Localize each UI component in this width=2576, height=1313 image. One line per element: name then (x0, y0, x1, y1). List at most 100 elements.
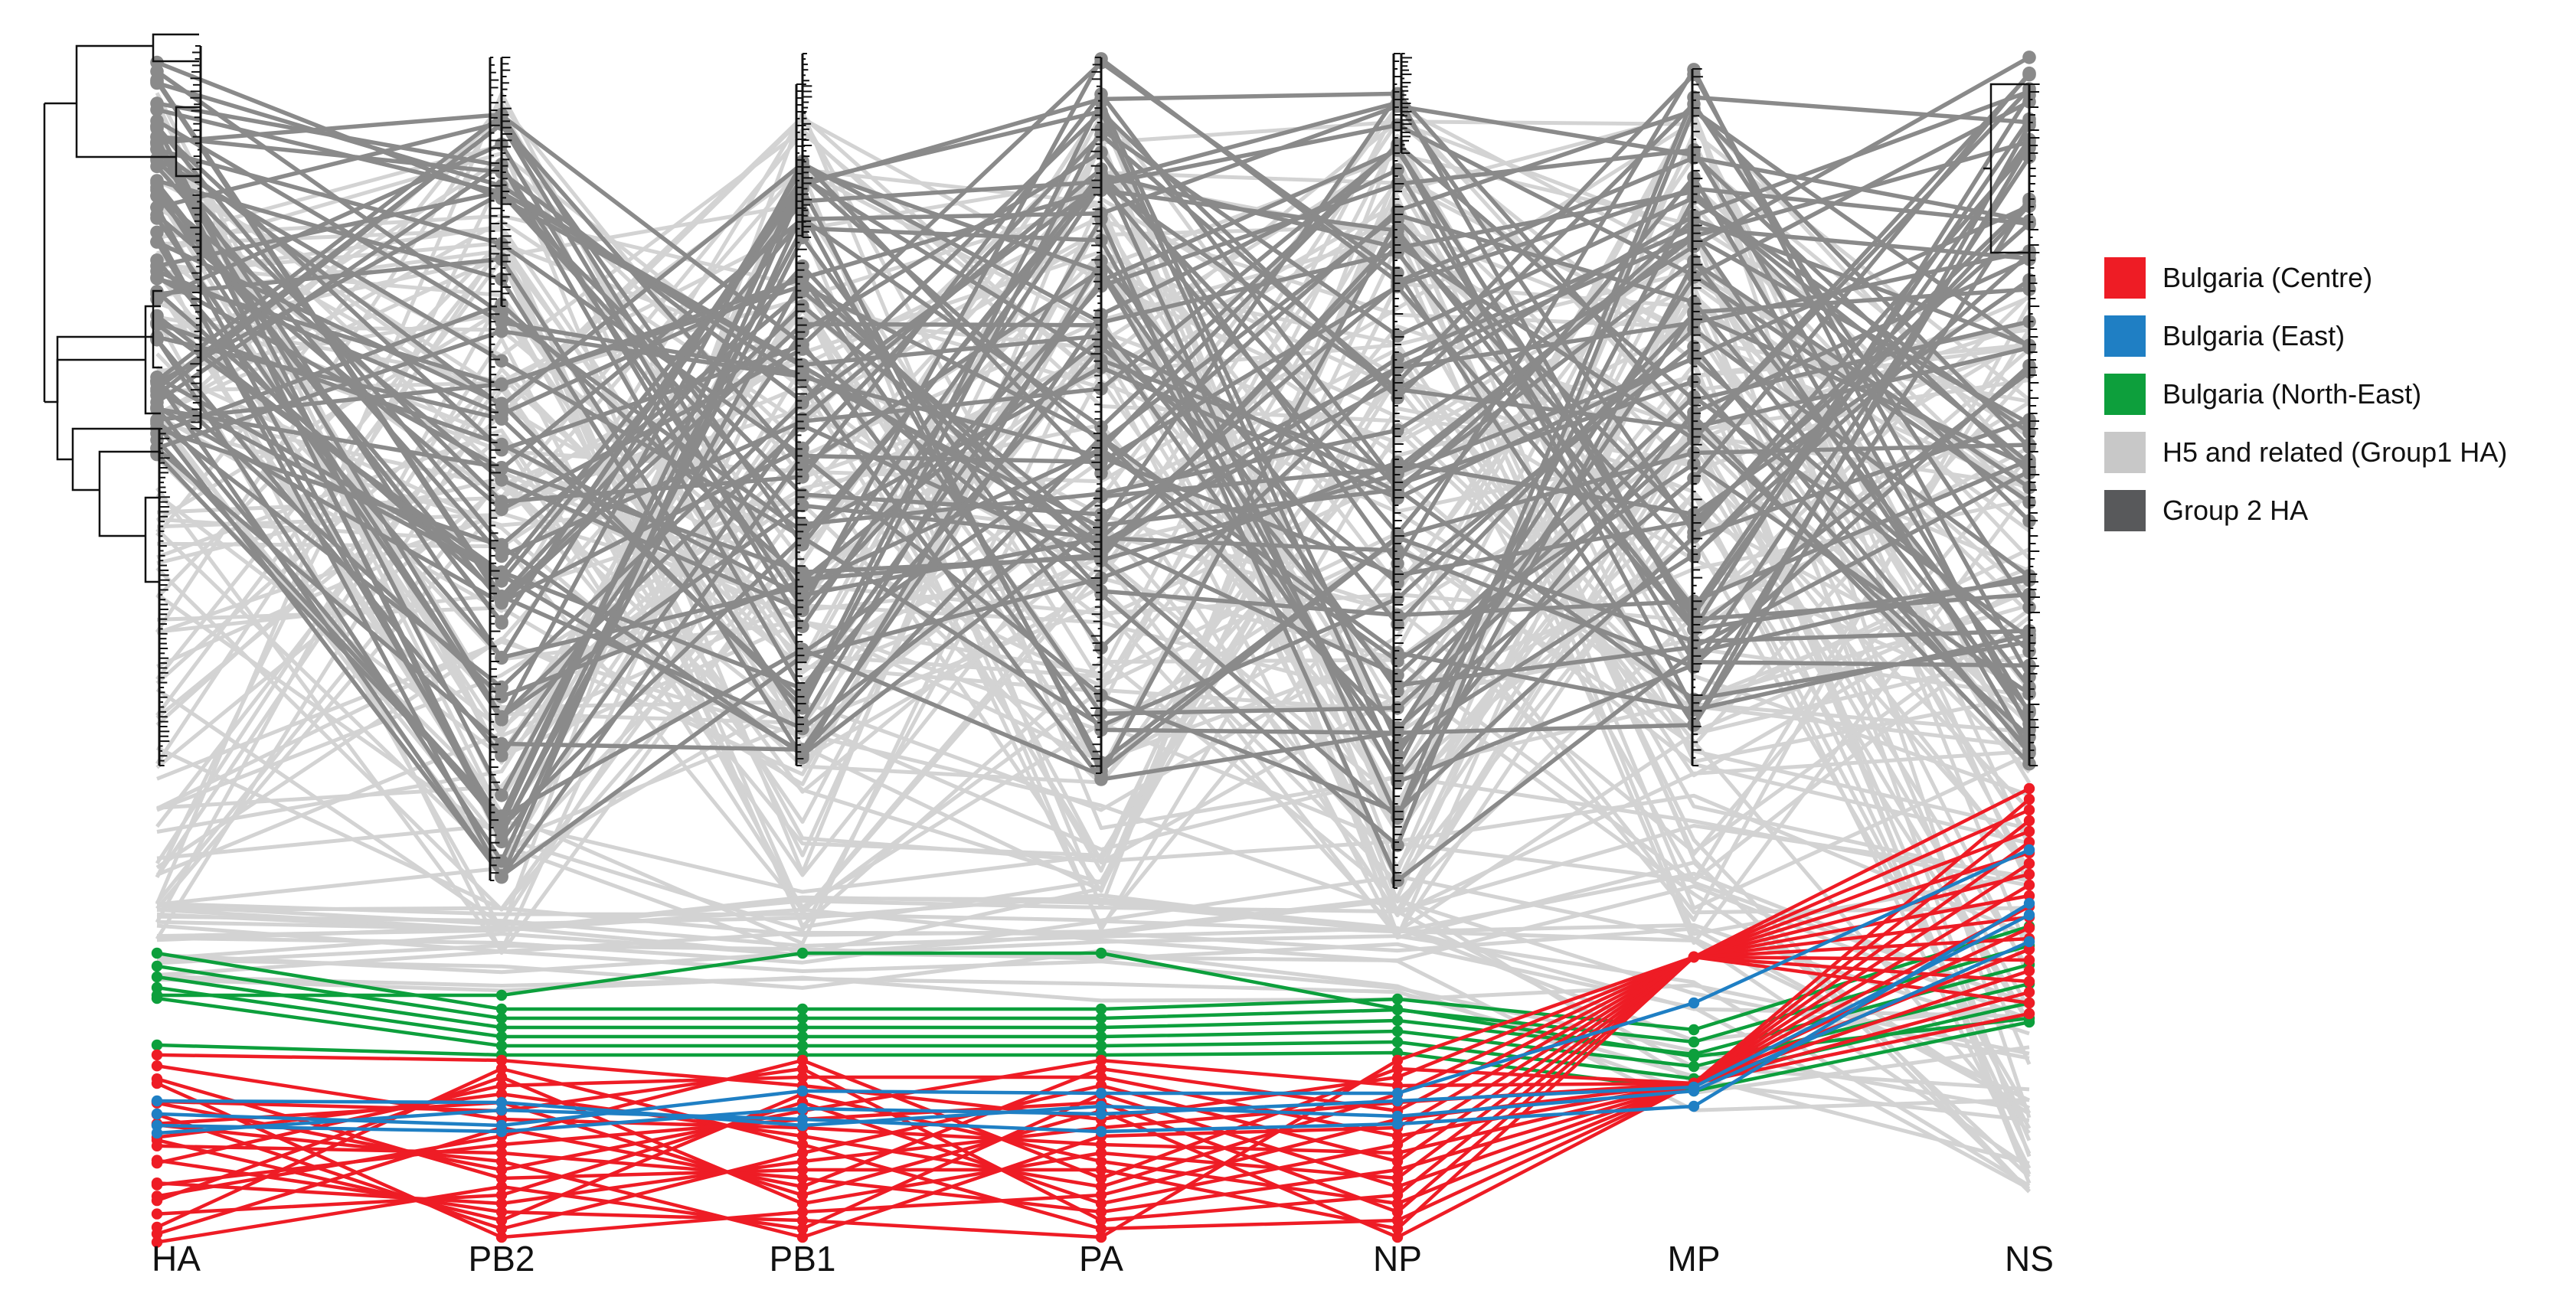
group2-link-node (495, 749, 508, 763)
bulgaria-centre-link-node (1095, 1071, 1107, 1083)
bulgaria-centre-link-node (2023, 804, 2035, 816)
bulgaria-east-link-node (1391, 1087, 1404, 1099)
bulgaria-centre-link-node (2023, 879, 2035, 891)
bulgaria-centre-link-node (495, 1164, 508, 1176)
bulgaria-centre-link-node (151, 1049, 163, 1061)
bulgaria-centre-link-node (796, 1214, 809, 1226)
group2-link-node (1687, 181, 1701, 196)
group2-link-node (796, 619, 809, 634)
group1-link (156, 919, 2030, 1036)
bulgaria-centre-link-node (796, 1147, 809, 1159)
bulgaria-centre-link-node (796, 1181, 809, 1193)
bulgaria-centre-link-node (1095, 1172, 1107, 1184)
bulgaria-northeast-link-node (1391, 1036, 1404, 1048)
bulgaria-centre-link-node (796, 1197, 809, 1210)
bulgaria-centre-link-node (2023, 1008, 2035, 1020)
bulgaria-centre-link-node (1391, 1054, 1404, 1066)
group2-link-node (1687, 530, 1701, 544)
bulgaria-east-link-node (2023, 909, 2035, 921)
legend-item-group1: H5 and related (Group1 HA) (2104, 423, 2507, 482)
group2-link-node (495, 737, 508, 751)
bulgaria-centre-link-node (1391, 1231, 1404, 1243)
bulgaria-northeast-link-node (1095, 1030, 1107, 1043)
bulgaria-centre-link-node (1391, 1147, 1404, 1159)
bulgaria-centre-link-node (1095, 1206, 1107, 1218)
bulgaria-northeast-link-node (796, 1040, 809, 1052)
group2-link-node (150, 211, 164, 225)
bulgaria-northeast-link-node (1391, 993, 1404, 1005)
group2-link-node (796, 701, 809, 715)
group2-link-node (150, 374, 164, 388)
bulgaria-centre-link-node (1095, 1164, 1107, 1176)
bulgaria-east-link-node (796, 1085, 809, 1097)
bulgaria-centre-link-node (2023, 857, 2035, 870)
legend: Bulgaria (Centre) Bulgaria (East) Bulgar… (2104, 249, 2507, 540)
bulgaria-centre-link-node (151, 1140, 163, 1152)
bulgaria-centre-link-node (1391, 1063, 1404, 1075)
group2-link-node (796, 684, 809, 698)
bulgaria-centre-link-node (796, 1189, 809, 1201)
bulgaria-centre-link-node (1391, 1155, 1404, 1168)
bulgaria-northeast-link-node (796, 1003, 809, 1015)
bulgaria-centre-link-node (495, 1071, 508, 1083)
group2-link-node (1687, 549, 1701, 563)
group1-link (156, 932, 2031, 1187)
bulgaria-east-link-node (1688, 997, 1700, 1009)
bulgaria-east-link-node (495, 1104, 508, 1116)
group2-link-node (495, 690, 508, 704)
bulgaria-northeast-link-node (495, 1040, 508, 1052)
group2-link-node (1687, 295, 1701, 309)
bulgaria-links (151, 782, 2035, 1248)
group2-link-node (1687, 420, 1701, 434)
bulgaria-northeast-link-node (1095, 947, 1107, 959)
bulgaria-centre-link-node (495, 1206, 508, 1218)
legend-swatch-group2 (2104, 490, 2146, 531)
bulgaria-northeast-link-node (1688, 1036, 1700, 1048)
bulgaria-northeast-link-node (796, 1012, 809, 1024)
bulgaria-northeast-link-node (151, 971, 163, 983)
bulgaria-northeast-link-node (1688, 1050, 1700, 1063)
bulgaria-centre-link-node (2023, 965, 2035, 977)
bulgaria-northeast-link-node (495, 1030, 508, 1043)
group2-link-node (150, 415, 164, 429)
group2-link-node (150, 270, 164, 285)
group2-link-node (1687, 472, 1701, 485)
bulgaria-northeast-link-node (151, 960, 163, 972)
ha-tree-branch (56, 289, 162, 402)
group2-link-node (2022, 51, 2036, 64)
group2-link-node (1687, 393, 1701, 407)
bulgaria-centre-link-node (151, 1158, 163, 1169)
bulgaria-northeast-link-node (495, 1012, 508, 1024)
group2-link-node (495, 537, 508, 552)
bulgaria-centre-link-node (2023, 922, 2035, 934)
bulgaria-east-link-node (1391, 1118, 1404, 1130)
bulgaria-centre-link-node (1391, 1206, 1404, 1218)
bulgaria-northeast-link-node (1095, 1012, 1107, 1024)
ha-tree-branch (44, 33, 201, 178)
group2-link-node (495, 502, 508, 516)
group2-link-node (796, 498, 809, 513)
group2-link-node (1687, 322, 1701, 337)
bulgaria-east-link-node (495, 1096, 508, 1109)
bulgaria-centre-link-node (2023, 943, 2035, 955)
group2-link-node (796, 588, 809, 603)
bulgaria-centre-link-node (1391, 1071, 1404, 1083)
segment-label-np: NP (1373, 1239, 1422, 1279)
bulgaria-centre-link-node (1391, 1189, 1404, 1201)
group2-link-node (150, 402, 164, 416)
bulgaria-centre-link-node (2023, 954, 2035, 966)
phylogeny-trees (43, 33, 2040, 889)
bulgaria-centre-link-node (1391, 1223, 1404, 1235)
group2-link-node (495, 315, 508, 330)
bulgaria-centre-link-node (495, 1063, 508, 1075)
bulgaria-centre-link-node (1391, 1172, 1404, 1184)
bulgaria-centre-link-node (495, 1214, 508, 1226)
bulgaria-centre-link-node (1391, 1164, 1404, 1176)
bulgaria-northeast-link-node (1391, 1003, 1404, 1015)
bulgaria-centre-link-node (1095, 1189, 1107, 1201)
ha-tree-branch (43, 103, 161, 415)
bulgaria-centre-link-node (151, 1077, 163, 1089)
bulgaria-east-link-node (796, 1119, 809, 1132)
bulgaria-east-link-node (1095, 1087, 1107, 1099)
bulgaria-centre-link-node (2023, 975, 2035, 988)
